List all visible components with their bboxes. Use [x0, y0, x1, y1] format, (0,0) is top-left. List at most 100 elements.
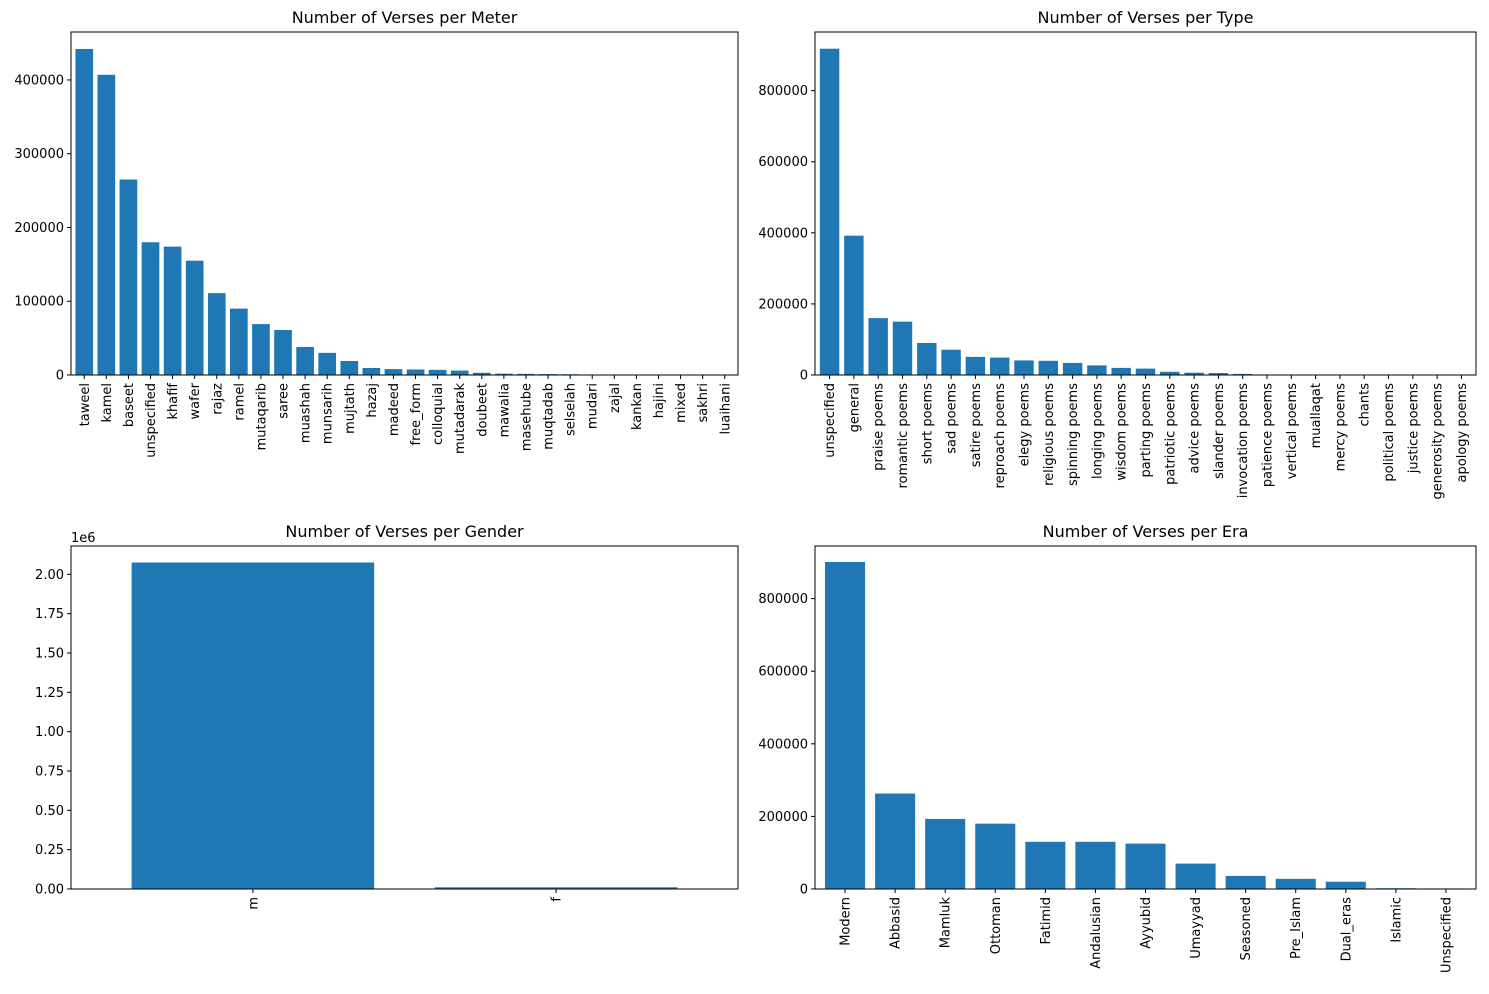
- x-tick-label: sad poems: [945, 383, 960, 454]
- y-tick-label: 0: [800, 369, 808, 384]
- x-tick-label: general: [847, 383, 862, 432]
- x-tick-label: unspecified: [823, 383, 838, 458]
- x-tick-label: hajini: [652, 383, 667, 418]
- x-tick-label: satire poems: [969, 383, 984, 468]
- x-tick-label: elegy poems: [1017, 383, 1032, 467]
- y-tick-label: 400000: [758, 226, 808, 241]
- y-offset-label: 1e6: [71, 531, 96, 546]
- bar: [966, 357, 985, 375]
- y-tick-label: 1.00: [35, 725, 64, 740]
- x-tick-label: Seasoned: [1239, 897, 1254, 960]
- chart-title: Number of Verses per Gender: [285, 522, 524, 541]
- x-tick-label: Fatimid: [1039, 897, 1054, 945]
- bar: [975, 824, 1015, 889]
- x-tick-label: patience poems: [1261, 383, 1276, 487]
- x-tick-label: longing poems: [1090, 383, 1105, 479]
- bar: [385, 369, 403, 375]
- bar: [1014, 360, 1033, 375]
- y-tick-label: 0.25: [35, 843, 64, 858]
- y-tick-label: 600000: [758, 665, 808, 680]
- x-tick-label: Modern: [839, 897, 854, 946]
- bar: [893, 322, 912, 375]
- x-tick-label: kamel: [100, 383, 115, 423]
- x-tick-label: saree: [277, 383, 292, 419]
- y-tick-label: 200000: [758, 297, 808, 312]
- x-tick-label: religious poems: [1042, 383, 1057, 486]
- bar: [825, 562, 865, 889]
- x-tick-label: mixed: [674, 383, 689, 423]
- x-tick-label: kankan: [630, 383, 645, 430]
- x-tick-label: rajaz: [210, 383, 225, 415]
- x-tick-label: Andalusian: [1089, 897, 1104, 969]
- bar: [1111, 368, 1130, 375]
- bar: [98, 75, 116, 375]
- bar: [132, 563, 375, 889]
- chart-title: Number of Verses per Era: [1043, 522, 1249, 541]
- bar: [925, 819, 965, 889]
- x-tick-label: zajal: [608, 383, 623, 413]
- x-tick-label: f: [550, 897, 565, 902]
- bar: [990, 358, 1009, 375]
- y-tick-label: 300000: [14, 147, 64, 162]
- bar: [1326, 882, 1366, 889]
- y-tick-label: 0: [56, 369, 64, 384]
- x-tick-label: patriotic poems: [1163, 383, 1178, 485]
- chart-title: Number of Verses per Type: [1037, 8, 1253, 27]
- bar: [1136, 369, 1155, 375]
- bar: [1075, 842, 1115, 889]
- x-tick-label: reproach poems: [993, 383, 1008, 489]
- x-tick-label: muashah: [299, 383, 314, 443]
- bar: [1087, 365, 1106, 375]
- x-tick-label: spinning poems: [1066, 383, 1081, 486]
- x-tick-label: generosity poems: [1431, 383, 1446, 500]
- x-tick-label: vertical poems: [1285, 383, 1300, 479]
- x-tick-label: luaihani: [718, 383, 733, 435]
- x-tick-label: invocation poems: [1236, 383, 1251, 499]
- x-tick-label: mutaqarib: [254, 383, 269, 450]
- y-tick-label: 200000: [758, 810, 808, 825]
- bar: [941, 350, 960, 375]
- y-tick-label: 1.75: [35, 607, 64, 622]
- x-tick-label: m: [246, 897, 261, 910]
- x-tick-label: muallaqat: [1309, 383, 1324, 448]
- x-tick-label: chants: [1358, 383, 1373, 427]
- y-tick-label: 400000: [14, 73, 64, 88]
- x-tick-label: selselah: [564, 383, 579, 436]
- y-tick-label: 0.50: [35, 804, 64, 819]
- bar: [164, 247, 182, 375]
- x-tick-label: wafer: [188, 382, 203, 419]
- bar: [1025, 842, 1065, 889]
- bar: [820, 49, 839, 375]
- chart-title: Number of Verses per Meter: [292, 8, 518, 27]
- bar: [230, 309, 248, 375]
- y-tick-label: 100000: [14, 295, 64, 310]
- x-tick-label: madeed: [387, 383, 402, 436]
- x-tick-label: muqtadab: [542, 383, 557, 450]
- x-tick-label: wisdom poems: [1115, 383, 1130, 481]
- x-tick-label: Umayyad: [1189, 897, 1204, 959]
- bar: [120, 180, 138, 375]
- y-tick-label: 1.25: [35, 686, 64, 701]
- x-tick-label: free_form: [409, 383, 424, 445]
- x-tick-label: masehube: [519, 383, 534, 451]
- bar: [407, 369, 425, 375]
- x-tick-label: Unspecified: [1439, 897, 1454, 973]
- x-tick-label: sakhri: [696, 383, 711, 422]
- bar: [186, 261, 204, 375]
- bar: [252, 324, 270, 375]
- bar: [340, 361, 358, 375]
- bar: [429, 370, 447, 375]
- bar: [363, 368, 381, 375]
- x-tick-label: Ottoman: [989, 897, 1004, 954]
- x-tick-label: khafif: [166, 383, 181, 420]
- x-tick-label: advice poems: [1188, 383, 1203, 474]
- x-tick-label: mawalia: [497, 383, 512, 437]
- y-tick-label: 200000: [14, 221, 64, 236]
- y-tick-label: 600000: [758, 155, 808, 170]
- bar: [917, 343, 936, 375]
